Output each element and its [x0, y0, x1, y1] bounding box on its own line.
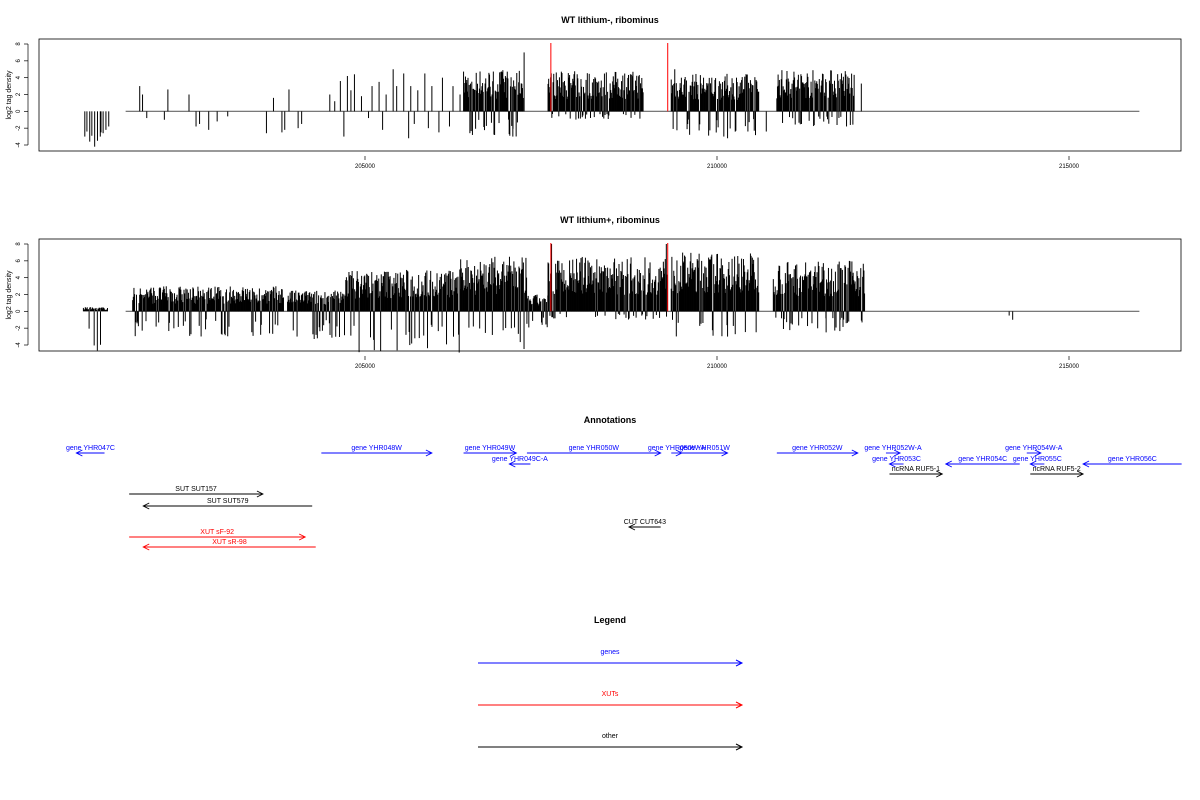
feature-label: XUT sF-92 — [200, 529, 234, 536]
feature-gene-yhr056c: gene YHR056C — [1082, 456, 1182, 468]
y-tick-label: 2 — [16, 292, 22, 296]
panel1-axes: -4 -2 0 2 4 6 8 205000 210000 215000 — [16, 42, 1080, 170]
y-tick-label: 4 — [16, 75, 22, 79]
legend-label: genes — [600, 649, 620, 656]
x-tick-label: 205000 — [355, 164, 376, 170]
feature-label: gene YHR047C — [66, 445, 115, 452]
legend-label: XUTs — [602, 691, 619, 698]
legend-item-xuts: XUTs — [478, 691, 744, 709]
feature-label: gene YHR054C — [958, 456, 1007, 463]
feature-label: gene YHR055C — [1013, 456, 1062, 463]
panel1-title: WT lithium-, ribominus — [561, 15, 659, 25]
feature-gene-yhr052w-a: gene YHR052W-A — [864, 445, 922, 457]
y-tick-label: 4 — [16, 275, 22, 279]
y-tick-label: 8 — [16, 42, 22, 46]
panel2-title: WT lithium+, ribominus — [560, 215, 660, 225]
y-tick-label: 6 — [16, 59, 22, 63]
legend-items: genes XUTs other — [478, 649, 744, 751]
panel2-axes: -4 -2 0 2 4 6 8 205000 210000 215000 — [16, 242, 1080, 370]
x-tick-label: 210000 — [707, 164, 728, 170]
legend-item-other: other — [478, 733, 744, 751]
panel1-bars — [84, 43, 1140, 147]
x-tick-label: 205000 — [355, 364, 376, 370]
feature-label: ncRNA RUF5-1 — [892, 466, 940, 473]
feature-sut-sut579: SUT SUT579 — [142, 498, 313, 510]
x-tick-label: 215000 — [1059, 364, 1080, 370]
y-tick-label: -2 — [16, 125, 22, 131]
feature-label: gene YHR048W — [351, 445, 402, 452]
feature-label: gene YHR050W-A — [648, 445, 706, 452]
feature-label: ncRNA RUF5-2 — [1033, 466, 1081, 473]
feature-ncrna-ruf5-1: ncRNA RUF5-1 — [889, 466, 944, 478]
panel-lithium-plus: WT lithium+, ribominus log2 tag density … — [6, 215, 1182, 370]
x-tick-label: 210000 — [707, 364, 728, 370]
panel2-plot-frame — [38, 238, 1182, 352]
annotation-features: gene YHR047C gene YHR048W gene YHR049W gene… — [66, 445, 1182, 551]
feature-sut-sut157: SUT SUT157 — [129, 486, 264, 498]
feature-xut-sf-92: XUT sF-92 — [129, 529, 307, 541]
feature-gene-yhr048w: gene YHR048W — [321, 445, 433, 457]
y-tick-label: 2 — [16, 92, 22, 96]
feature-xut-sr-98: XUT sR-98 — [142, 539, 316, 551]
y-tick-label: 8 — [16, 242, 22, 246]
feature-label: gene YHR049C-A — [492, 456, 548, 463]
feature-label: SUT SUT157 — [175, 486, 217, 493]
panel2-bars — [82, 243, 1140, 353]
y-tick-label: 0 — [16, 109, 22, 113]
feature-label: gene YHR053C — [872, 456, 921, 463]
x-tick-label: 215000 — [1059, 164, 1080, 170]
feature-gene-yhr055c: gene YHR055C — [1013, 456, 1062, 468]
feature-gene-yhr050w: gene YHR050W — [526, 445, 662, 457]
panel1-plot-frame — [38, 38, 1182, 152]
feature-gene-yhr051w: gene YHR051W — [679, 445, 730, 457]
legend: Legend genes XUTs other — [478, 615, 744, 751]
feature-gene-yhr054c: gene YHR054C — [944, 456, 1020, 468]
feature-gene-yhr049c-a: gene YHR049C-A — [492, 456, 548, 468]
feature-label: gene YHR052W — [792, 445, 843, 452]
feature-label: CUT CUT643 — [624, 519, 666, 526]
legend-title: Legend — [594, 615, 626, 625]
feature-label: XUT sR-98 — [212, 539, 247, 546]
feature-gene-yhr052w: gene YHR052W — [776, 445, 859, 457]
feature-label: SUT SUT579 — [207, 498, 249, 505]
legend-item-genes: genes — [478, 649, 744, 667]
feature-cut-cut643: CUT CUT643 — [624, 519, 666, 531]
annotations-title: Annotations — [584, 415, 637, 425]
y-tick-label: 6 — [16, 259, 22, 263]
feature-label: gene YHR054W-A — [1005, 445, 1063, 452]
annotations-track: Annotations gene YHR047C gene YHR048W gene… — [66, 415, 1182, 551]
feature-gene-yhr047c: gene YHR047C — [66, 445, 115, 457]
panel-lithium-minus: WT lithium-, ribominus log2 tag density … — [6, 15, 1182, 170]
feature-label: gene YHR052W-A — [864, 445, 922, 452]
feature-ncrna-ruf5-2: ncRNA RUF5-2 — [1030, 466, 1085, 478]
y-tick-label: -2 — [16, 325, 22, 331]
feature-label: gene YHR050W — [569, 445, 620, 452]
feature-label: gene YHR051W — [679, 445, 730, 452]
feature-label: gene YHR056C — [1108, 456, 1157, 463]
legend-label: other — [602, 733, 619, 740]
panel1-ylabel: log2 tag density — [6, 70, 13, 120]
feature-label: gene YHR049W — [465, 445, 516, 452]
y-tick-label: -4 — [16, 142, 22, 148]
feature-gene-yhr054w-a: gene YHR054W-A — [1005, 445, 1063, 457]
y-tick-label: 0 — [16, 309, 22, 313]
feature-gene-yhr053c: gene YHR053C — [872, 456, 921, 468]
y-tick-label: -4 — [16, 342, 22, 348]
panel2-ylabel: log2 tag density — [6, 270, 13, 320]
feature-gene-yhr049w: gene YHR049W — [463, 445, 518, 457]
